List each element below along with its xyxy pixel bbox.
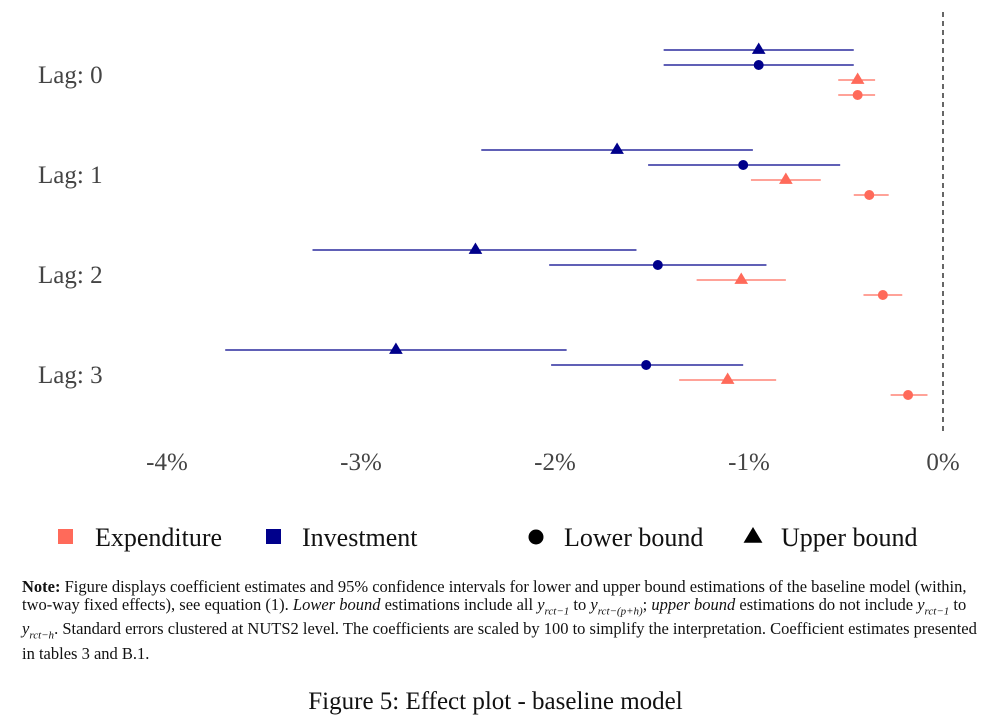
note-text: . Standard errors clustered at NUTS2 lev… — [22, 619, 977, 663]
note-text: estimations include all — [380, 595, 538, 614]
estimate-point-circle — [877, 290, 888, 300]
y-tick-label: Lag: 1 — [38, 162, 103, 189]
x-tick-label: -4% — [146, 449, 188, 476]
figure-note: Note: Figure displays coefficient estima… — [22, 578, 982, 663]
x-tick-label: -3% — [340, 449, 382, 476]
y-tick-label: Lag: 2 — [38, 262, 103, 289]
x-tick-label: -2% — [534, 449, 576, 476]
estimate-point-circle — [641, 360, 652, 370]
y-tick-label: Lag: 3 — [38, 362, 103, 389]
estimate-point-circle — [903, 390, 914, 400]
legend-swatch — [58, 529, 73, 544]
note-label: Note: — [22, 577, 61, 596]
note-text: to — [949, 595, 967, 614]
legend-label: Upper bound — [781, 523, 917, 552]
estimate-point-circle — [852, 90, 863, 100]
note-math: rct−1 — [924, 605, 950, 618]
estimate-point-triangle — [734, 272, 749, 284]
legend-label: Expenditure — [95, 523, 222, 552]
note-text: estimations do not include — [735, 595, 918, 614]
estimate-point-triangle — [610, 142, 624, 154]
note-math: y — [917, 595, 925, 614]
legend-swatch — [266, 529, 281, 544]
estimate-point-circle — [652, 260, 663, 270]
x-tick-label: -1% — [728, 449, 770, 476]
note-math: y — [590, 595, 598, 614]
note-math: rct−1 — [544, 605, 570, 618]
estimate-point-circle — [864, 190, 875, 200]
estimate-point-triangle — [779, 172, 793, 184]
y-tick-label: Lag: 0 — [38, 62, 103, 89]
estimate-point-circle — [738, 160, 749, 170]
estimate-point-circle — [753, 60, 764, 70]
legend-label: Investment — [302, 523, 418, 552]
note-text: to — [569, 595, 591, 614]
x-tick-label: 0% — [926, 449, 959, 476]
estimate-point-triangle — [751, 42, 766, 54]
estimate-point-triangle — [389, 342, 403, 354]
note-math: y — [537, 595, 545, 614]
figure-caption: Figure 5: Effect plot - baseline model — [308, 688, 683, 715]
legend-triangle-icon — [743, 527, 763, 543]
note-text: upper bound — [651, 595, 736, 614]
legend-label: Lower bound — [564, 523, 703, 552]
note-math: rct−h — [29, 629, 55, 642]
note-text: Lower bound — [292, 595, 381, 614]
legend-circle-icon — [528, 529, 544, 545]
note-text: ; — [642, 595, 652, 614]
estimate-point-triangle — [468, 242, 483, 254]
estimate-point-triangle — [850, 72, 865, 84]
effect-plot: Lag: 0 Lag: 1 Lag: 2 Lag: 3 -4% -3% -2% -1% 0% Ex… — [38, 12, 960, 552]
note-math: rct−(p+h) — [597, 605, 643, 618]
note-math: y — [22, 619, 30, 639]
estimate-point-triangle — [720, 372, 735, 384]
note-text: Figure displays coefficient estimates an… — [22, 577, 967, 614]
